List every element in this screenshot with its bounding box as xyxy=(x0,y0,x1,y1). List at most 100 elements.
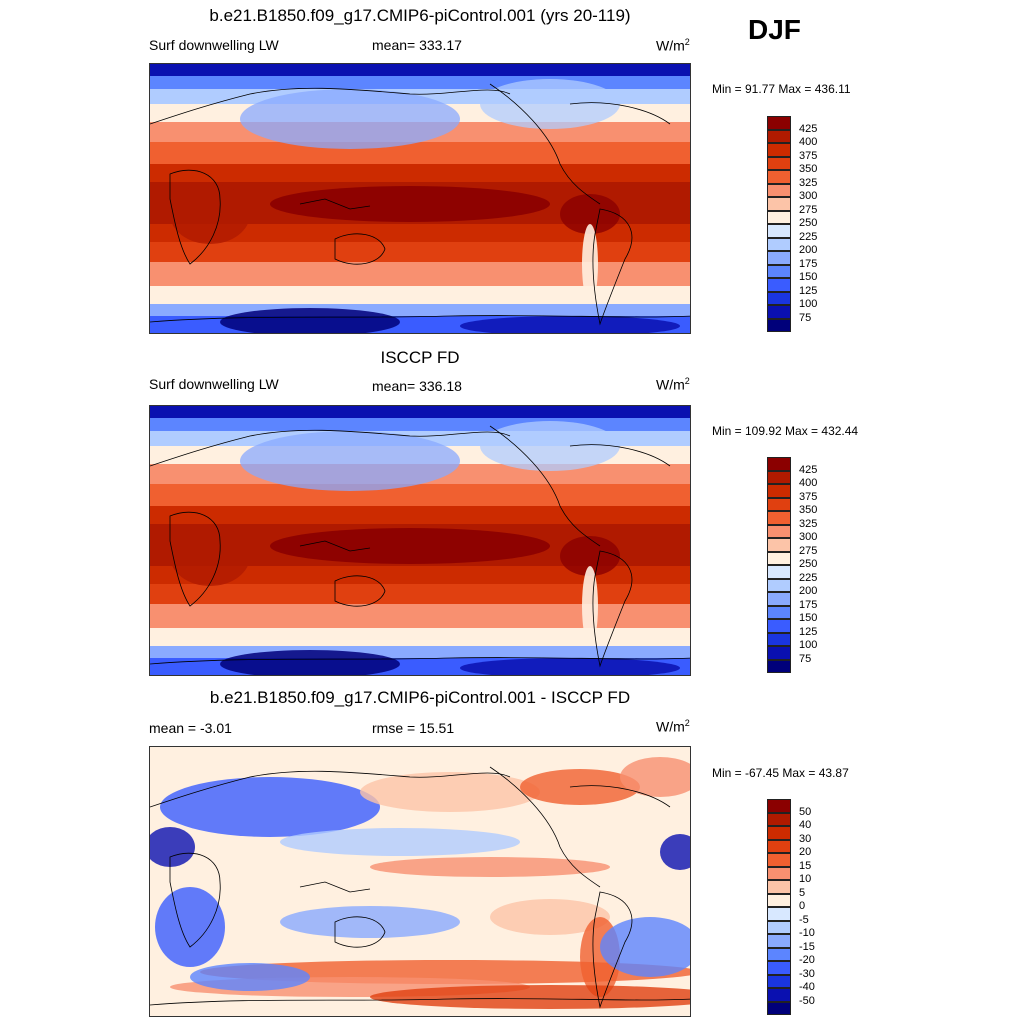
coastline-segment xyxy=(334,916,386,948)
colorbar-swatch xyxy=(767,988,791,1002)
panel-1-minmax: Min = 91.77 Max = 436.11 xyxy=(712,82,851,96)
coastline-segment xyxy=(150,657,690,665)
colorbar-swatch xyxy=(767,237,791,251)
coastline-segment xyxy=(299,198,371,210)
coastline-segment xyxy=(592,891,633,1009)
colorbar-tick-label: 375 xyxy=(799,149,818,162)
map-blob xyxy=(220,650,400,675)
map-blob xyxy=(660,834,690,870)
map-blob xyxy=(190,963,310,991)
map-blob xyxy=(220,308,400,333)
coastline-segment xyxy=(489,83,601,205)
panel-3-title: b.e21.B1850.f09_g17.CMIP6-piControl.001 … xyxy=(209,688,631,707)
colorbar-swatch xyxy=(767,524,791,538)
map-band xyxy=(150,646,690,659)
panel-3-colorbar: 50 40 30 20 15 10 5 0 -5 -10 -15 -20 -30 -40 -50 xyxy=(767,799,815,1015)
coastline-segment xyxy=(489,425,601,547)
colorbar-tick-label: 125 xyxy=(799,625,818,638)
colorbar-swatch xyxy=(767,893,791,907)
colorbar-tick-label: -40 xyxy=(799,981,815,993)
colorbar-tick-label: 30 xyxy=(799,832,812,845)
colorbar-tick-label: 225 xyxy=(799,230,818,243)
colorbar-swatch xyxy=(767,318,791,332)
colorbar-swatch xyxy=(767,156,791,170)
colorbar-swatch xyxy=(767,511,791,525)
map-blob xyxy=(560,194,620,234)
map-blob xyxy=(370,985,690,1009)
colorbar-swatch xyxy=(767,538,791,552)
map-blob xyxy=(240,431,460,491)
panel-2-minmax: Min = 109.92 Max = 432.44 xyxy=(712,424,859,438)
coastline-segment xyxy=(169,511,221,607)
colorbar-tick-label: 75 xyxy=(799,311,812,324)
map-band xyxy=(150,64,690,77)
colorbar-tick-label: 75 xyxy=(799,652,812,665)
colorbar-tick-label: 100 xyxy=(799,298,818,310)
coastline-segment xyxy=(169,852,221,948)
colorbar-tick-label: 425 xyxy=(799,463,818,476)
colorbar-swatch xyxy=(767,497,791,511)
colorbar-tick-label: 50 xyxy=(799,805,812,818)
map-band xyxy=(150,484,690,507)
coastline-segment xyxy=(569,785,671,808)
colorbar-tick-label: 15 xyxy=(799,859,812,872)
map-blob xyxy=(270,186,550,222)
map-blob xyxy=(170,526,250,586)
coastline-segment xyxy=(592,550,633,668)
colorbar-tick-label: -5 xyxy=(799,913,809,926)
map-blob xyxy=(582,566,598,646)
colorbar-tick-label: 250 xyxy=(799,558,818,570)
colorbar-tick-label: 150 xyxy=(799,271,818,283)
colorbar-tick-label: 225 xyxy=(799,571,818,584)
coastline-segment xyxy=(299,540,371,552)
colorbar-tick-label: 275 xyxy=(799,203,818,216)
colorbar-swatch xyxy=(767,251,791,265)
map-blob xyxy=(460,658,680,675)
map-blob xyxy=(460,316,680,333)
map-blob xyxy=(280,828,520,856)
map-blob xyxy=(582,224,598,304)
colorbar-swatch xyxy=(767,578,791,592)
panel-3-minmax: Min = -67.45 Max = 43.87 xyxy=(712,766,849,780)
colorbar-swatch xyxy=(767,826,791,840)
colorbar-tick-label: 20 xyxy=(799,846,812,858)
map-blob xyxy=(600,917,690,977)
colorbar-swatch xyxy=(767,646,791,660)
map-band xyxy=(150,76,690,90)
map-blob xyxy=(480,421,620,471)
colorbar-tick-label: 250 xyxy=(799,217,818,229)
colorbar-swatch xyxy=(767,853,791,867)
colorbar-tick-label: 325 xyxy=(799,517,818,530)
colorbar-swatch xyxy=(767,866,791,880)
panel-3-units: W/m2 xyxy=(656,718,690,735)
colorbar-swatch xyxy=(767,484,791,498)
panel-2-variable-label: Surf downwelling LW xyxy=(149,376,279,392)
colorbar-tick-label: 375 xyxy=(799,490,818,503)
colorbar-swatch xyxy=(767,278,791,292)
colorbar-swatch xyxy=(767,974,791,988)
colorbar-tick-label: 350 xyxy=(799,163,818,175)
panel-1-title: b.e21.B1850.f09_g17.CMIP6-piControl.001 … xyxy=(209,6,631,25)
colorbar-tick-label: 425 xyxy=(799,122,818,135)
colorbar-swatch xyxy=(767,934,791,948)
colorbar-swatch xyxy=(767,291,791,305)
colorbar-tick-label: 400 xyxy=(799,477,818,489)
colorbar-tick-label: 150 xyxy=(799,612,818,624)
colorbar-tick-label: -50 xyxy=(799,994,815,1007)
colorbar-tick-label: 200 xyxy=(799,244,818,256)
colorbar-swatch xyxy=(767,839,791,853)
colorbar-tick-label: 175 xyxy=(799,598,818,611)
panel-3-map xyxy=(149,746,691,1017)
colorbar-tick-label: 175 xyxy=(799,257,818,270)
colorbar-tick-label: 400 xyxy=(799,136,818,148)
coastlines xyxy=(150,83,690,326)
colorbar-tick-label: 0 xyxy=(799,900,806,912)
colorbar-swatch xyxy=(767,183,791,197)
panel-1-colorbar: 425 400 375 350 325 300 275 250 225 200 175 150 125 1… xyxy=(767,116,817,332)
map-blob xyxy=(480,79,620,129)
map-band xyxy=(150,164,690,183)
map-band xyxy=(150,262,690,287)
panel-3-map-svg xyxy=(150,747,690,1016)
colorbar-swatch xyxy=(767,907,791,921)
coastline-segment xyxy=(489,766,601,888)
